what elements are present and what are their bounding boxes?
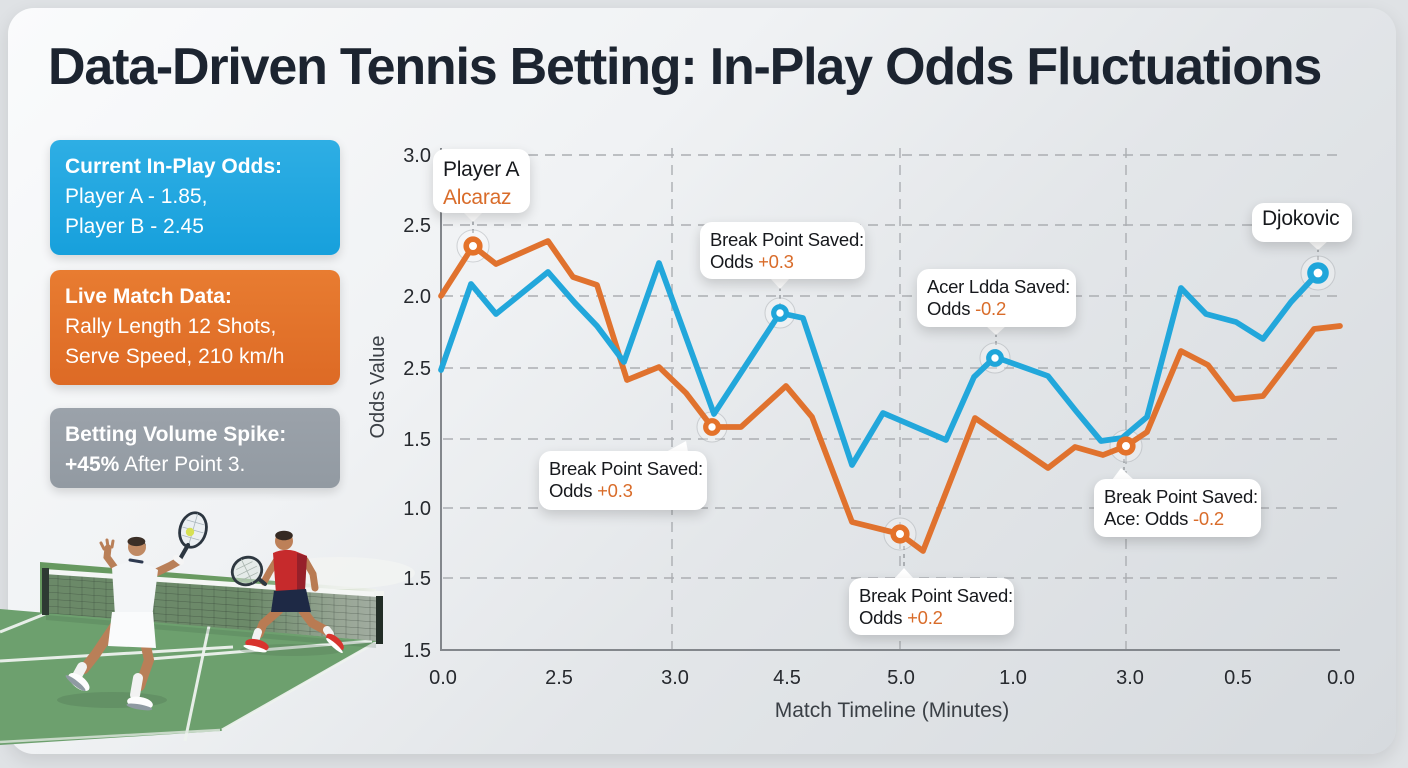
svg-text:5.0: 5.0: [887, 667, 915, 689]
svg-text:2.5: 2.5: [545, 667, 573, 689]
svg-text:0.0: 0.0: [1327, 667, 1355, 689]
svg-text:1.5: 1.5: [403, 568, 431, 590]
svg-text:2.0: 2.0: [403, 286, 431, 308]
svg-text:1.0: 1.0: [403, 498, 431, 520]
svg-text:Odds Value: Odds Value: [367, 335, 389, 438]
svg-text:3.0: 3.0: [403, 145, 431, 167]
svg-text:1.5: 1.5: [403, 640, 431, 662]
svg-text:0.5: 0.5: [1224, 667, 1252, 689]
svg-text:2.5: 2.5: [403, 358, 431, 380]
svg-text:3.0: 3.0: [661, 667, 689, 689]
svg-text:1.5: 1.5: [403, 429, 431, 451]
svg-text:3.0: 3.0: [1116, 667, 1144, 689]
svg-text:Match Timeline (Minutes): Match Timeline (Minutes): [775, 699, 1010, 722]
svg-text:0.0: 0.0: [429, 667, 457, 689]
svg-text:2.5: 2.5: [403, 215, 431, 237]
svg-text:4.5: 4.5: [773, 667, 801, 689]
svg-text:1.0: 1.0: [999, 667, 1027, 689]
